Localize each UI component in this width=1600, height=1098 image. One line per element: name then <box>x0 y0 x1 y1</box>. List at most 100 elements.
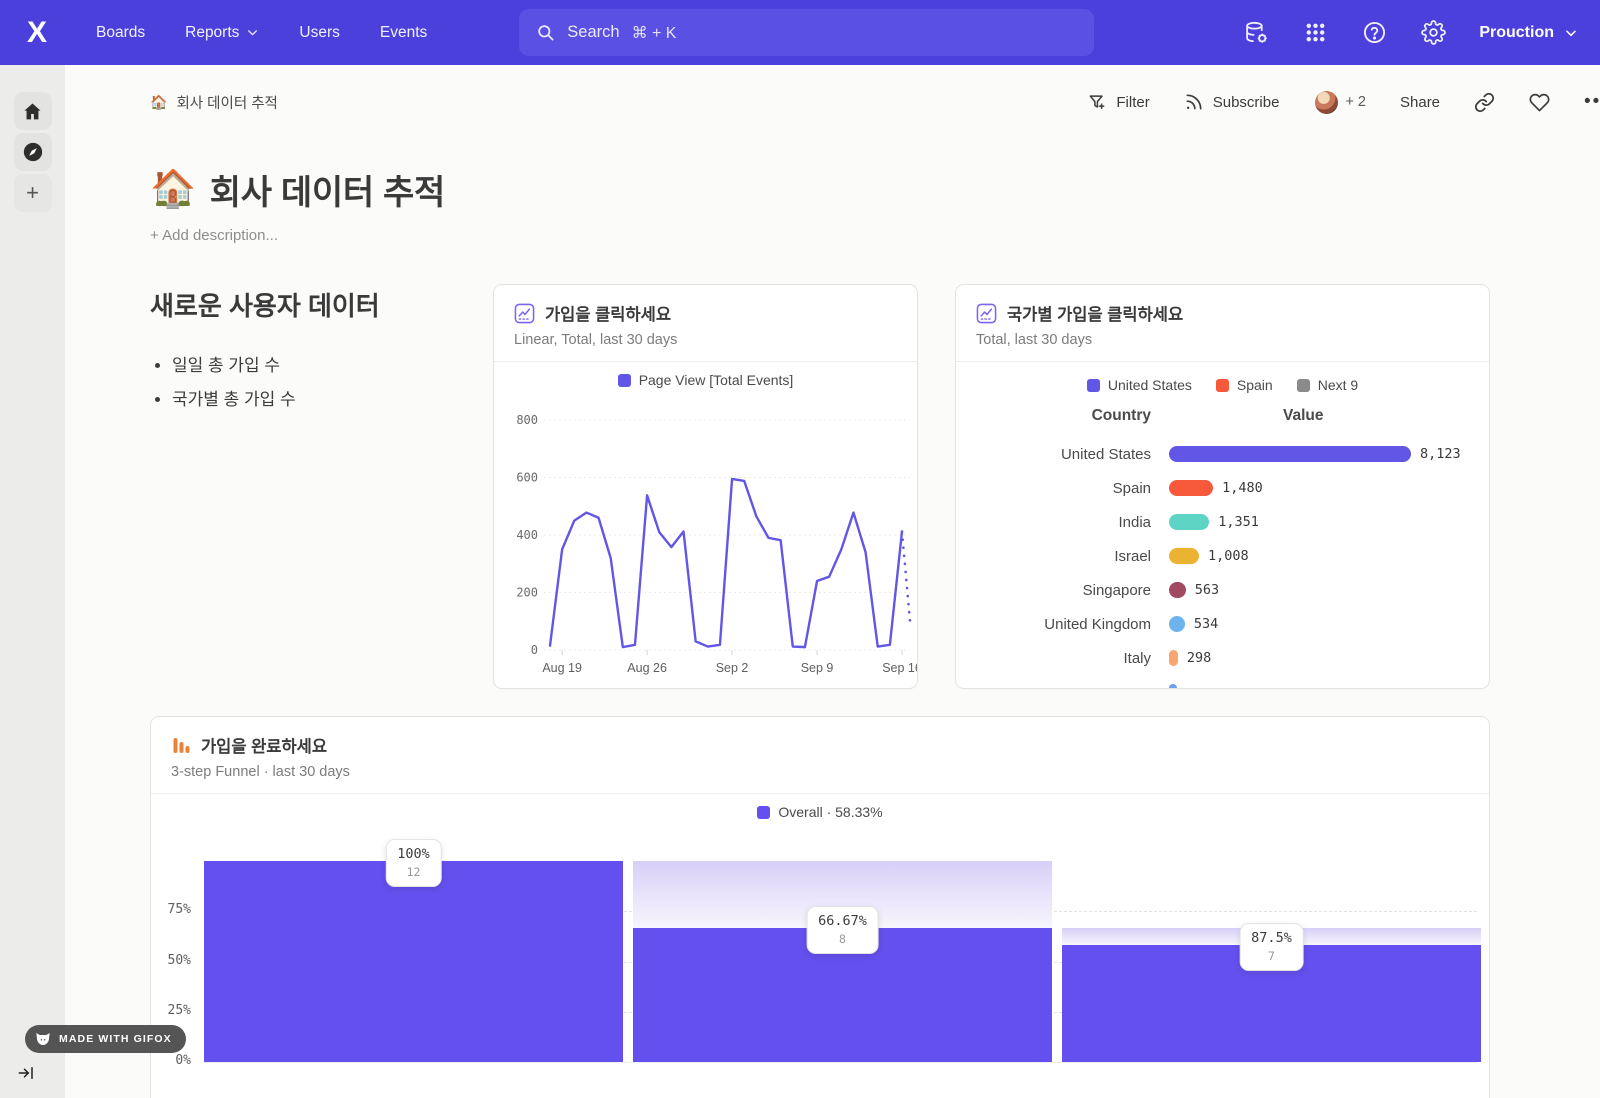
gifox-label: MADE WITH GIFOX <box>59 1033 172 1045</box>
left-rail: + <box>0 65 65 1098</box>
board-header-row: 🏠 회사 데이터 추적 Filter Subscribe <box>150 65 1600 139</box>
line-card-subtitle: Linear, Total, last 30 days <box>514 332 678 348</box>
svg-text:Sep 16: Sep 16 <box>882 661 917 675</box>
country-card-subtitle: Total, last 30 days <box>976 332 1093 348</box>
country-row-israel[interactable]: Israel 1,008 <box>956 539 1489 573</box>
text-widget[interactable]: 새로운 사용자 데이터 일일 총 가입 수국가별 총 가입 수 <box>150 284 460 689</box>
search-shortcut: ⌘ + K <box>631 24 677 42</box>
country-value: 1,480 <box>1222 480 1263 496</box>
add-board-button[interactable]: + <box>13 174 52 212</box>
country-bar <box>1169 650 1178 666</box>
legend-swatch <box>1296 378 1310 392</box>
share-label: Share <box>1400 93 1441 111</box>
legend-item-next-9[interactable]: Next 9 <box>1296 377 1359 393</box>
favorite-heart-icon[interactable] <box>1529 92 1550 113</box>
search-icon <box>536 23 555 42</box>
legend-item-spain[interactable]: Spain <box>1215 377 1273 393</box>
country-table-rows: United States 8,123 Spain 1,480 India 1,351 Is… <box>956 437 1489 688</box>
country-bar <box>1169 446 1411 462</box>
funnel-count: 12 <box>406 865 421 879</box>
column-value: Value <box>1283 407 1324 424</box>
legend-label: Next 9 <box>1317 377 1359 393</box>
subscribe-label: Subscribe <box>1212 93 1280 111</box>
country-label: Singapore <box>1082 581 1151 599</box>
country-row-india[interactable]: India 1,351 <box>956 505 1489 539</box>
board-actions: Filter Subscribe + 2 Share <box>1053 88 1600 116</box>
line-chart-legend[interactable]: Page View [Total Events] <box>494 362 917 398</box>
country-row-united-kingdom[interactable]: United Kingdom 534 <box>956 607 1489 641</box>
country-row-united-states[interactable]: United States 8,123 <box>956 437 1489 471</box>
help-icon[interactable] <box>1361 20 1387 46</box>
line-chart-card[interactable]: 가입을 클릭하세요 Linear, Total, last 30 days Pa… <box>493 284 918 689</box>
bullet-item: 국가별 총 가입 수 <box>172 385 460 410</box>
nav-item-users[interactable]: Users <box>299 23 340 41</box>
funnel-bar-step-1[interactable] <box>204 861 623 1062</box>
svg-text:Aug 26: Aug 26 <box>627 661 667 675</box>
subscribe-button[interactable]: Subscribe <box>1184 92 1280 112</box>
rss-icon <box>1186 94 1202 110</box>
country-row-partial <box>956 675 1489 688</box>
more-options-icon[interactable]: ••• <box>1584 91 1600 112</box>
line-chart-icon <box>514 303 535 323</box>
share-button[interactable]: Share <box>1400 94 1440 111</box>
line-chart-plot[interactable]: 0 200 400 600 800 Aug 19 Aug 26 Sep 2 Sep 9 Sep 1… <box>494 398 917 689</box>
project-switcher[interactable]: Prouction <box>1479 24 1578 42</box>
funnel-plot: 0% 25% 50% 75% 100% 12 66.67% 8 87.5% 7 <box>151 832 1489 1098</box>
legend-swatch <box>757 805 771 819</box>
legend-item-united-states[interactable]: United States <box>1086 377 1192 393</box>
search-placeholder: Search <box>567 23 620 41</box>
funnel-chart-card[interactable]: 가입을 완료하세요 3-step Funnel · last 30 days O… <box>150 716 1490 1098</box>
country-bar-card[interactable]: 국가별 가입을 클릭하세요 Total, last 30 days United… <box>955 284 1490 689</box>
line-chart-svg[interactable]: 0 200 400 600 800 Aug 19 Aug 26 Sep 2 Sep 9 Sep 1… <box>494 398 917 689</box>
svg-text:Sep 9: Sep 9 <box>801 661 834 675</box>
country-card-title: 국가별 가입을 클릭하세요 <box>1007 306 1184 324</box>
copy-link-icon[interactable] <box>1474 92 1495 113</box>
nav-item-events[interactable]: Events <box>379 23 428 41</box>
funnel-ytick-label: 75% <box>167 902 191 918</box>
gifox-badge: MADE WITH GIFOX <box>25 1025 186 1053</box>
svg-text:Aug 19: Aug 19 <box>542 661 582 675</box>
discover-compass-icon[interactable] <box>13 133 52 171</box>
text-widget-heading: 새로운 사용자 데이터 <box>150 291 380 321</box>
legend-label: Spain <box>1236 377 1273 393</box>
fox-icon <box>36 1033 50 1045</box>
mixpanel-logo-icon[interactable]: X <box>26 15 47 49</box>
bullet-item: 일일 총 가입 수 <box>172 351 460 376</box>
funnel-card-title: 가입을 완료하세요 <box>201 738 328 756</box>
funnel-value-tooltip: 66.67% 8 <box>806 905 879 954</box>
home-icon[interactable] <box>13 92 52 130</box>
breadcrumb[interactable]: 🏠 회사 데이터 추적 <box>150 92 278 113</box>
main-content: 🏠 회사 데이터 추적 Filter Subscribe <box>65 65 1600 1098</box>
country-row-italy[interactable]: Italy 298 <box>956 641 1489 675</box>
nav-item-reports[interactable]: Reports <box>185 24 259 42</box>
country-bar <box>1169 514 1210 530</box>
page-title[interactable]: 🏠 회사 데이터 추적 <box>150 165 1600 214</box>
collaborators[interactable]: + 2 <box>1313 88 1366 116</box>
country-label: Israel <box>1114 547 1151 565</box>
add-description-field[interactable]: + Add description... <box>150 227 278 244</box>
settings-icon[interactable] <box>1420 20 1446 46</box>
country-row-singapore[interactable]: Singapore 563 <box>956 573 1489 607</box>
funnel-conversion-pct: 87.5% <box>1251 929 1292 946</box>
funnel-legend[interactable]: Overall · 58.33% <box>151 794 1489 830</box>
nav-item-boards[interactable]: Boards <box>96 23 146 41</box>
country-row-spain[interactable]: Spain 1,480 <box>956 471 1489 505</box>
title-text: 회사 데이터 추적 <box>209 174 445 212</box>
country-bar <box>1169 684 1177 688</box>
filter-button[interactable]: Filter <box>1087 92 1150 112</box>
filter-label: Filter <box>1116 93 1150 111</box>
primary-nav: Boards Reports Users Events <box>96 24 427 42</box>
board-title-block: 🏠 회사 데이터 추적 + Add description... <box>150 165 1600 244</box>
country-label: Spain <box>1112 479 1151 497</box>
apps-grid-icon[interactable] <box>1302 20 1328 46</box>
collaborators-count: + 2 <box>1345 94 1366 110</box>
chevron-down-icon <box>1566 29 1576 36</box>
search-input[interactable]: Search ⌘ + K <box>519 9 1095 56</box>
data-management-icon[interactable] <box>1243 20 1269 46</box>
line-chart-icon <box>976 303 997 323</box>
legend-swatch <box>1086 378 1100 392</box>
country-value: 298 <box>1186 650 1212 666</box>
legend-label: Overall · 58.33% <box>778 804 883 820</box>
svg-text:400: 400 <box>516 528 538 542</box>
expand-sidebar-icon[interactable] <box>16 1064 36 1082</box>
